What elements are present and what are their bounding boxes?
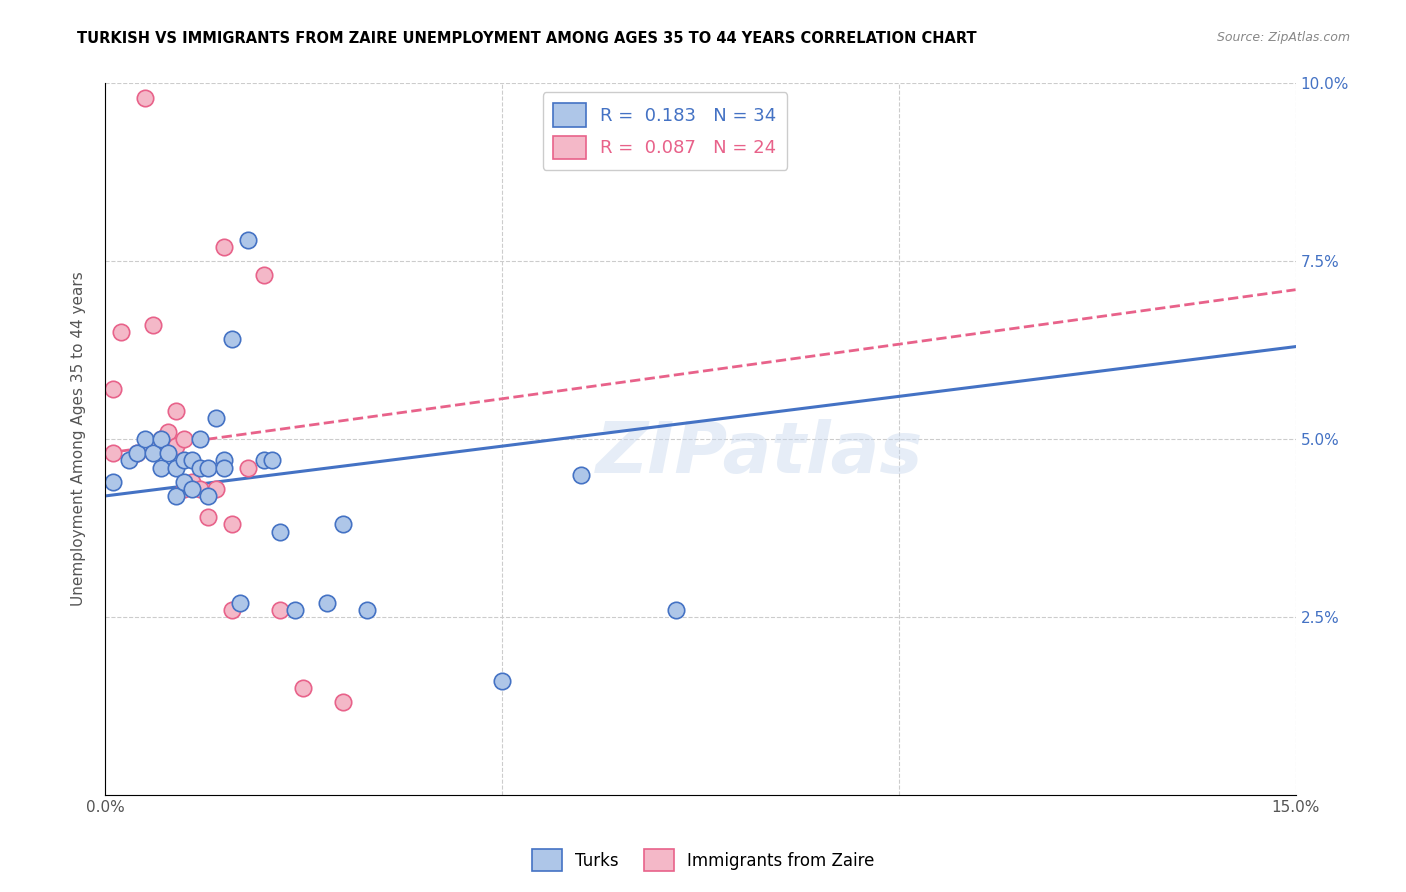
Point [205,410,228,425]
Point [253,268,276,283]
Point [134,432,156,446]
Point [142,318,165,333]
Point [197,510,219,524]
Point [284,603,307,617]
Point [491,673,513,688]
Point [188,482,211,496]
Y-axis label: Unemployment Among Ages 35 to 44 years: Unemployment Among Ages 35 to 44 years [72,272,86,607]
Point [229,596,252,610]
Point [173,432,195,446]
Point [125,446,148,460]
Point [173,482,195,496]
Point [149,432,172,446]
Point [165,460,187,475]
Point [165,489,187,503]
Point [197,460,219,475]
Point [205,482,228,496]
Point [188,460,211,475]
Point [181,475,204,489]
Point [316,596,339,610]
Point [134,90,156,104]
Point [101,475,124,489]
Text: ZIPatlas: ZIPatlas [596,419,924,488]
Point [221,517,243,532]
Legend: R =  0.183   N = 34, R =  0.087   N = 24: R = 0.183 N = 34, R = 0.087 N = 24 [543,93,787,169]
Point [356,603,378,617]
Point [292,681,315,695]
Point [665,603,688,617]
Point [212,453,235,467]
Point [118,453,141,467]
Point [101,446,124,460]
Point [221,333,243,347]
Point [236,460,259,475]
Legend: Turks, Immigrants from Zaire: Turks, Immigrants from Zaire [523,841,883,880]
Point [236,233,259,247]
Point [165,439,187,453]
Point [173,453,195,467]
Point [269,603,291,617]
Point [197,489,219,503]
Point [125,446,148,460]
Point [332,695,354,709]
Point [253,453,276,467]
Text: TURKISH VS IMMIGRANTS FROM ZAIRE UNEMPLOYMENT AMONG AGES 35 TO 44 YEARS CORRELAT: TURKISH VS IMMIGRANTS FROM ZAIRE UNEMPLO… [77,31,977,46]
Point [212,240,235,254]
Point [221,603,243,617]
Point [269,524,291,539]
Text: Source: ZipAtlas.com: Source: ZipAtlas.com [1216,31,1350,45]
Point [173,475,195,489]
Point [157,425,180,439]
Point [212,460,235,475]
Point [260,453,283,467]
Point [142,446,165,460]
Point [188,432,211,446]
Point [110,326,132,340]
Point [101,382,124,396]
Point [149,460,172,475]
Point [181,482,204,496]
Point [569,467,592,482]
Point [157,446,180,460]
Point [149,432,172,446]
Point [181,453,204,467]
Point [165,403,187,417]
Point [332,517,354,532]
